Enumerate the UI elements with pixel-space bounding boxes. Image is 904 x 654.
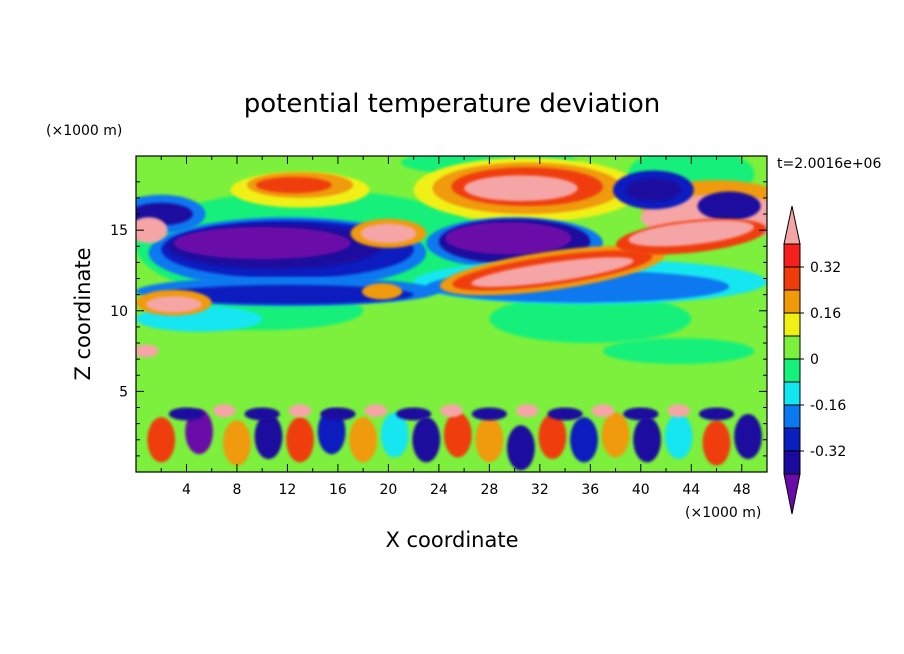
colorbar-label: 0.16 [810, 306, 841, 322]
contour-region [254, 413, 283, 460]
colorbar-band [783, 404, 801, 429]
contour-region [255, 176, 332, 194]
time-label: t=2.0016e+06 [777, 156, 881, 172]
contour-region [288, 404, 312, 418]
contour-region [667, 404, 691, 418]
colorbar-label: -0.32 [810, 444, 846, 460]
contour-region [489, 294, 692, 344]
contour-region [244, 407, 280, 421]
contour-region [698, 407, 735, 421]
x-tick-label: 8 [232, 482, 241, 498]
x-axis-label: X coordinate [385, 528, 518, 552]
contour-region [475, 417, 504, 463]
contour-region [591, 404, 615, 418]
contour-region [515, 404, 539, 418]
contour-region [440, 404, 463, 418]
contour-region [320, 407, 356, 421]
colorbar-label: 0 [810, 352, 819, 368]
colorbar-label: -0.16 [810, 398, 846, 414]
x-tick-label: 48 [733, 482, 751, 498]
contour-region [443, 412, 472, 458]
y-tick-label: 5 [119, 384, 128, 400]
contour-region [136, 217, 168, 244]
contour-region [223, 420, 251, 466]
contour-region [445, 222, 572, 255]
contour-region [664, 413, 693, 460]
colorbar-band [783, 312, 801, 337]
contour-region [628, 220, 755, 247]
colorbar-band [783, 381, 801, 406]
contour-region [380, 412, 409, 458]
contour-region [623, 407, 659, 421]
colorbar-bottom-arrow [783, 473, 801, 515]
contour-region [734, 413, 762, 460]
contour-region [136, 355, 301, 395]
y-tick-label: 15 [110, 223, 128, 239]
colorbar-top-arrow [783, 205, 801, 245]
colorbar-band [783, 266, 801, 291]
contour-region [412, 417, 441, 463]
y-tick-label: 10 [110, 304, 128, 320]
contour-region [507, 425, 535, 471]
contour-region [173, 226, 351, 260]
contour-region [317, 409, 346, 455]
contour-region [161, 284, 414, 305]
contour-region [286, 417, 314, 463]
contour-region [625, 178, 682, 202]
contour-region [212, 404, 236, 418]
colorbar-band [783, 289, 801, 314]
colorbar-band [783, 427, 801, 452]
contour-region [471, 407, 508, 421]
chart-title: potential temperature deviation [244, 89, 660, 119]
colorbar-band [783, 243, 801, 268]
contour-region [349, 417, 378, 463]
x-tick-label: 28 [480, 482, 498, 498]
y-unit-label: (×1000 m) [46, 123, 122, 139]
plot-frame [135, 155, 768, 473]
heatmap-field [136, 156, 767, 472]
contour-region [601, 412, 630, 458]
x-tick-label: 36 [581, 482, 599, 498]
x-tick-label: 4 [182, 482, 191, 498]
x-tick-label: 24 [430, 482, 448, 498]
y-axis: 5 10 15 [110, 181, 767, 457]
colorbar-band [783, 450, 801, 475]
x-tick-label: 20 [379, 482, 397, 498]
x-unit-label: (×1000 m) [685, 505, 761, 521]
colorbar-band [783, 358, 801, 383]
contour-region [547, 407, 583, 421]
contour-region [361, 283, 403, 300]
contour-region [146, 296, 202, 313]
contour-region [147, 417, 176, 463]
y-axis-label: Z coordinate [71, 247, 95, 380]
contour-region [602, 338, 755, 364]
contour-region [360, 223, 417, 244]
contour-region [185, 409, 213, 455]
contour-region [697, 191, 761, 221]
contour-region [471, 257, 634, 287]
colorbar-label: 0.32 [810, 260, 841, 276]
contour-region [168, 407, 205, 421]
colorbar: 0.32 0.16 0 -0.16 -0.32 [783, 205, 846, 515]
x-tick-label: 12 [279, 482, 297, 498]
contour-region [570, 417, 598, 463]
x-tick-label: 44 [682, 482, 700, 498]
contour-region [364, 404, 388, 418]
contour-region [464, 175, 578, 202]
colorbar-band [783, 335, 801, 360]
contour-region [633, 417, 661, 463]
contour-region [538, 413, 567, 460]
contour-region [395, 407, 432, 421]
contour-region [136, 344, 159, 358]
x-tick-label: 40 [632, 482, 650, 498]
contour-region [702, 420, 731, 466]
x-tick-label: 16 [329, 482, 347, 498]
x-axis: 4 8 12 16 20 24 28 32 36 40 44 48 [160, 156, 751, 498]
x-tick-label: 32 [531, 482, 549, 498]
